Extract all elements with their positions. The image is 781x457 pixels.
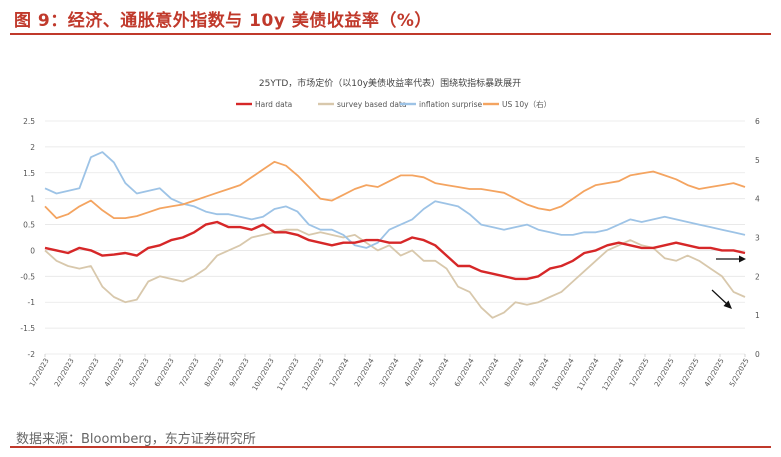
x-tick-label: 5/2/2025 bbox=[728, 357, 751, 388]
y-right-tick-label: 5 bbox=[755, 156, 760, 165]
y-left-tick-label: -0.5 bbox=[20, 272, 35, 281]
legend-label: US 10y（右） bbox=[502, 99, 551, 109]
y-left-tick-label: 0 bbox=[30, 246, 35, 255]
x-axis: 1/2/2023 2/2/2023 3/2/2023 4/2/2023 5/2/2023… bbox=[28, 354, 751, 392]
x-tick-label: 6/2/2023 bbox=[153, 357, 176, 388]
series-line-hard-data bbox=[44, 220, 746, 281]
data-source: 数据来源：Bloomberg，东方证券研究所 bbox=[16, 432, 256, 447]
y-axis-right: 6 5 4 3 2 1 0 bbox=[755, 117, 760, 359]
chart-series bbox=[44, 151, 746, 319]
y-right-tick-label: 2 bbox=[755, 272, 760, 281]
figure-title: 图 9：经济、通胀意外指数与 10y 美债收益率（%） bbox=[14, 11, 432, 31]
y-right-tick-label: 4 bbox=[755, 195, 760, 204]
x-tick-label: 8/2/2024 bbox=[503, 357, 526, 389]
series-line-survey-based-data bbox=[44, 228, 746, 319]
chart-legend: Hard data survey based data inflation surp… bbox=[236, 99, 551, 109]
x-tick-label: 3/2/2025 bbox=[678, 357, 701, 388]
y-left-tick-label: -2 bbox=[28, 350, 36, 359]
x-tick-label: 8/2/2023 bbox=[203, 357, 226, 388]
y-left-tick-label: -1.5 bbox=[20, 324, 35, 333]
y-left-tick-label: 0.5 bbox=[23, 221, 35, 230]
y-right-tick-label: 3 bbox=[755, 234, 760, 243]
x-tick-label: 7/2/2023 bbox=[178, 357, 201, 388]
bottom-divider bbox=[10, 446, 771, 448]
x-tick-label: 10/2/2023 bbox=[251, 357, 276, 392]
series-line-inflation-surprise bbox=[44, 151, 746, 249]
x-tick-label: 5/2/2024 bbox=[428, 357, 451, 389]
y-left-tick-label: 1.5 bbox=[23, 169, 35, 178]
x-tick-label: 2/2/2024 bbox=[353, 357, 376, 389]
x-tick-label: 4/2/2024 bbox=[403, 357, 426, 389]
annotation-arrow-head bbox=[723, 300, 732, 309]
annotation-arrow bbox=[711, 289, 729, 306]
x-tick-label: 3/2/2023 bbox=[78, 357, 101, 388]
x-tick-label: 12/2/2024 bbox=[601, 357, 626, 393]
x-tick-label: 10/2/2024 bbox=[551, 357, 576, 393]
x-tick-label: 4/2/2025 bbox=[703, 357, 726, 388]
x-tick-label: 5/2/2023 bbox=[128, 357, 151, 388]
y-left-tick-label: 2.5 bbox=[23, 117, 35, 126]
y-left-tick-label: -1 bbox=[28, 298, 36, 307]
y-left-tick-label: 2 bbox=[30, 143, 35, 152]
x-tick-label: 12/2/2023 bbox=[301, 357, 326, 392]
series-line-us-10y bbox=[44, 160, 746, 220]
x-tick-label: 11/2/2024 bbox=[576, 357, 601, 393]
y-axis-left: 2.5 2 1.5 1 0.5 0 -0.5 -1 -1.5 -2 bbox=[20, 117, 35, 359]
chart-annotations bbox=[711, 255, 746, 309]
x-tick-label: 3/2/2024 bbox=[378, 357, 401, 389]
legend-label: survey based data bbox=[337, 100, 407, 109]
annotation-arrow-head bbox=[739, 255, 746, 263]
chart-grid bbox=[45, 120, 745, 355]
y-left-tick-label: 1 bbox=[30, 195, 35, 204]
x-tick-label: 7/2/2024 bbox=[478, 357, 501, 389]
x-tick-label: 1/2/2025 bbox=[628, 357, 651, 388]
legend-label: Hard data bbox=[255, 100, 292, 109]
y-right-tick-label: 0 bbox=[755, 350, 760, 359]
x-tick-label: 4/2/2023 bbox=[103, 357, 126, 388]
x-tick-label: 1/2/2024 bbox=[328, 357, 351, 389]
legend-label: inflation surprise bbox=[419, 100, 482, 109]
y-right-tick-label: 6 bbox=[755, 117, 760, 126]
x-tick-label: 6/2/2024 bbox=[453, 357, 476, 389]
x-tick-label: 11/2/2023 bbox=[276, 357, 301, 392]
x-tick-label: 2/2/2023 bbox=[53, 357, 76, 388]
x-tick-label: 9/2/2024 bbox=[528, 357, 551, 389]
title-divider bbox=[10, 33, 771, 35]
y-right-tick-label: 1 bbox=[755, 311, 760, 320]
x-tick-label: 2/2/2025 bbox=[653, 357, 676, 388]
chart-title: 25YTD，市场定价（以10y美债收益率代表）围绕软指标暴跌展开 bbox=[259, 77, 521, 89]
x-tick-label: 1/2/2023 bbox=[28, 357, 51, 388]
x-tick-label: 9/2/2023 bbox=[228, 357, 251, 388]
